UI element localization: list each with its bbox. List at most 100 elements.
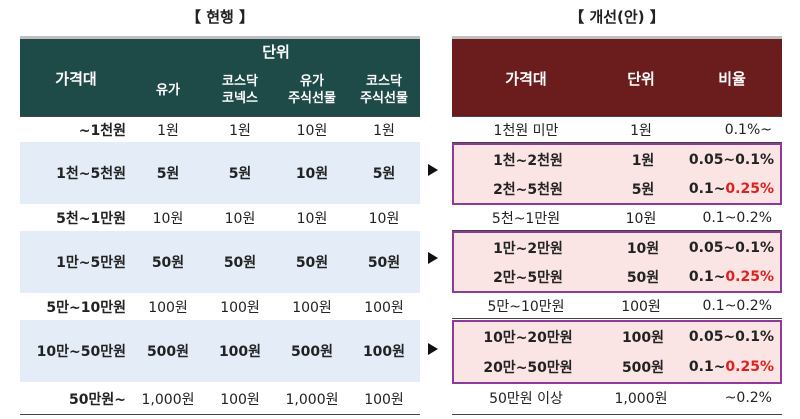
row-unit: 10원 <box>625 210 657 227</box>
row-price: 5만~10만원 <box>487 298 565 315</box>
table-row: ~1천원 1원 1원 10원 1원 <box>20 117 420 142</box>
current-table: 가격대 단위 유가 코스닥 코넥스 유가 주식선물 코스닥 주식선물 ~1천원 … <box>20 36 420 416</box>
row-price: 1천원 미만 <box>493 122 559 139</box>
row-value: 1,000원 <box>141 392 195 408</box>
row-price: 5천~1만원 <box>491 210 561 227</box>
row-ratio: 0.1~0.2% <box>702 297 772 314</box>
row-value: 50원 <box>223 255 257 271</box>
table-row: 1만~2만원 10원 0.05~0.1% <box>454 233 784 262</box>
row-ratio: ~0.2% <box>724 390 772 406</box>
current-title: 【 현행 】 <box>185 8 255 26</box>
ratio-highlight: 0.25% <box>725 268 774 285</box>
row-price: 2만~5만원 <box>493 269 563 286</box>
row-value: 100원 <box>148 299 188 316</box>
row-price: 1천~5천원 <box>56 166 126 182</box>
row-ratio: 0.1%~ <box>724 121 772 138</box>
header-col-kosdaq-futures: 코스닥 주식선물 <box>360 74 408 106</box>
improved-table-header: 가격대 단위 비율 <box>452 36 782 117</box>
row-unit: 1,000원 <box>614 391 668 407</box>
divider <box>452 142 782 143</box>
row-price: 2천~5천원 <box>493 181 563 198</box>
row-value: 500원 <box>290 344 334 360</box>
divider <box>20 116 420 117</box>
row-ratio: 0.05~0.1% <box>688 329 774 345</box>
ratio-highlight: 0.25% <box>725 359 774 375</box>
row-value: 50원 <box>367 255 401 271</box>
row-unit: 1원 <box>631 152 655 169</box>
row-ratio: 0.1~ 0.25% <box>684 262 784 291</box>
row-value: 100원 <box>220 299 260 316</box>
row-value: 5원 <box>156 166 180 182</box>
arrow-right-icon <box>428 164 438 176</box>
divider <box>452 116 782 117</box>
current-table-header: 가격대 단위 유가 코스닥 코넥스 유가 주식선물 코스닥 주식선물 <box>20 36 420 117</box>
row-value: 100원 <box>364 299 404 316</box>
row-value: 10원 <box>368 210 400 227</box>
row-unit: 100원 <box>621 330 665 346</box>
row-unit: 500원 <box>621 360 665 376</box>
table-row: 5만~10만원 100원 0.1~0.2% <box>452 292 782 319</box>
row-value: 100원 <box>364 392 404 408</box>
table-row: 1천원 미만 1원 0.1%~ <box>452 117 782 142</box>
table-row: 1천~5천원 5원 5원 10원 5원 <box>20 142 420 204</box>
row-ratio: 0.05~0.1% <box>688 151 774 168</box>
row-ratio: 0.05~0.1% <box>688 239 774 256</box>
row-ratio: 0.1~0.2% <box>702 209 772 226</box>
ratio-prefix: 0.1~ <box>688 359 726 375</box>
header-price-range: 가격대 <box>55 69 97 88</box>
row-price: 50만원~ <box>69 392 126 408</box>
improved-title: 【 개선(안) 】 <box>569 8 665 26</box>
row-value: 500원 <box>146 344 190 360</box>
row-ratio: 0.1~ 0.25% <box>684 174 784 203</box>
row-price: 1만~5만원 <box>56 255 126 271</box>
table-row: 5만~10만원 100원 100원 100원 100원 <box>20 293 420 320</box>
ratio-highlight: 0.25% <box>725 180 774 197</box>
table-row: 20만~50만원 500원 0.1~ 0.25% <box>454 352 784 382</box>
row-value: 5원 <box>228 166 252 182</box>
row-value: 100원 <box>362 344 406 360</box>
row-value: 1원 <box>157 122 179 139</box>
ratio-prefix: 0.1~ <box>688 268 726 285</box>
change-group: 10만~20만원 100원 0.05~0.1% 20만~50만원 500원 0.… <box>452 320 782 384</box>
header-col-kospi-futures: 유가 주식선물 <box>288 74 336 106</box>
header-col-kosdaq: 코스닥 코넥스 <box>222 74 258 106</box>
arrow-right-icon <box>428 252 438 264</box>
row-price: 50만원 이상 <box>489 391 563 407</box>
row-value: 10원 <box>296 122 328 139</box>
row-value: 1원 <box>373 122 395 139</box>
row-value: 100원 <box>292 299 332 316</box>
header-unit: 단위 <box>262 43 290 61</box>
table-row: 50만원~ 1,000원 100원 1,000원 100원 <box>20 382 420 416</box>
header-col-kospi: 유가 <box>156 82 180 98</box>
divider <box>452 318 782 319</box>
row-unit: 10원 <box>626 240 660 257</box>
row-unit: 5원 <box>631 181 655 198</box>
table-row: 50만원 이상 1,000원 ~0.2% <box>452 383 782 413</box>
arrow-right-icon <box>428 343 438 355</box>
row-unit: 50원 <box>626 269 660 286</box>
row-value: 50원 <box>295 255 329 271</box>
row-price: 10만~20만원 <box>483 330 573 346</box>
row-value: 10원 <box>295 166 329 182</box>
header-unit: 단위 <box>627 69 655 88</box>
table-row: 5천~1만원 10원 10원 10원 10원 <box>20 204 420 231</box>
table-row: 10만~20만원 100원 0.05~0.1% <box>454 322 784 352</box>
row-value: 1,000원 <box>285 392 339 408</box>
row-value: 10원 <box>152 210 184 227</box>
row-ratio: 0.1~ 0.25% <box>684 352 784 382</box>
divider <box>452 230 782 231</box>
table-row: 10만~50만원 500원 100원 500원 100원 <box>20 320 420 382</box>
ratio-prefix: 0.1~ <box>688 180 726 197</box>
table-row: 5천~1만원 10원 0.1~0.2% <box>452 204 782 231</box>
table-row: 2만~5만원 50원 0.1~ 0.25% <box>454 262 784 291</box>
change-group: 1만~2만원 10원 0.05~0.1% 2만~5만원 50원 0.1~ 0.25… <box>452 231 782 293</box>
row-price: ~1천원 <box>78 122 126 139</box>
row-price: 20만~50만원 <box>483 360 573 376</box>
divider <box>452 414 782 415</box>
row-value: 50원 <box>151 255 185 271</box>
row-value: 1원 <box>229 122 251 139</box>
divider <box>20 414 420 415</box>
row-price: 1만~2만원 <box>493 240 563 257</box>
row-value: 100원 <box>218 344 262 360</box>
row-price: 5만~10만원 <box>46 299 126 316</box>
